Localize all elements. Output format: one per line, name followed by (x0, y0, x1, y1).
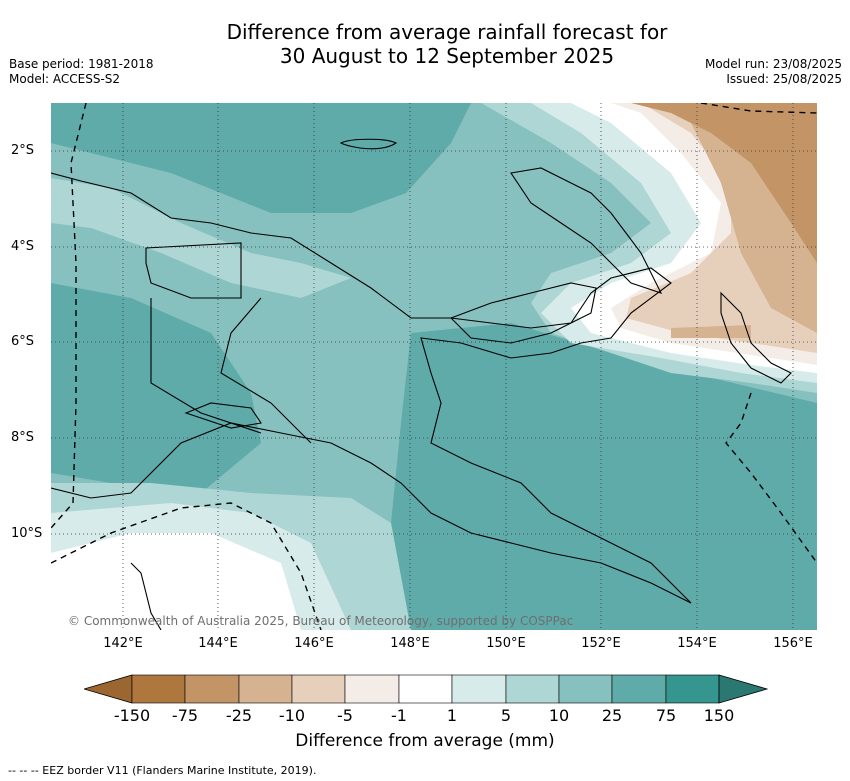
lat-tick-label: 4°S (11, 239, 35, 254)
colorbar-swatch (665, 674, 720, 704)
zone-10-25-north (51, 103, 471, 213)
lon-tick-label: 142°E (103, 636, 143, 651)
lat-tick-label: 2°S (11, 143, 35, 158)
colorbar-label: 25 (601, 706, 623, 725)
colorbar-label: 1 (446, 706, 458, 725)
colorbar-label: -5 (337, 706, 353, 725)
zone-minus25-minus75 (631, 103, 817, 263)
zone-10-25-southwest (51, 283, 261, 493)
eez-border-west (51, 103, 87, 529)
new-guinea-outline (51, 172, 692, 604)
eez-borders (51, 103, 817, 630)
eez-footnote: -- -- -- EEZ border V11 (Flanders Marine… (8, 764, 317, 777)
issued-text: Issued: 25/08/2025 (726, 72, 842, 86)
colorbar-label: -1 (391, 706, 407, 725)
map-panel (51, 103, 817, 630)
colorbar-swatch (291, 674, 346, 704)
manus-island-outline (339, 138, 398, 150)
province-border-west (150, 298, 262, 434)
meta-left: Base period: 1981-2018 Model: ACCESS-S2 (9, 57, 154, 87)
lon-tick-label: 156°E (773, 636, 813, 651)
colorbar-label: 5 (500, 706, 512, 725)
papua-province-border (145, 242, 242, 299)
model-text: Model: ACCESS-S2 (9, 72, 121, 86)
title-line-1: Difference from average rainfall forecas… (226, 20, 668, 44)
meta-right: Model run: 23/08/2025 Issued: 25/08/2025 (705, 57, 842, 87)
colorbar-swatch (398, 674, 453, 704)
lat-tick-label: 8°S (11, 430, 35, 445)
lon-tick-label: 152°E (581, 636, 621, 651)
eez-border-south (51, 502, 322, 630)
colorbar-swatch (611, 674, 667, 704)
rainfall-map (51, 103, 817, 630)
lat-tick-label: 6°S (11, 334, 35, 349)
lon-tick-label: 148°E (390, 636, 430, 651)
colorbar-label: 150 (703, 706, 735, 725)
colorbar-label: -10 (278, 706, 306, 725)
base-period-text: Base period: 1981-2018 (9, 57, 154, 71)
colorbar-label: 10 (548, 706, 570, 725)
title-line-2: 30 August to 12 September 2025 (279, 44, 615, 68)
colorbar-arrow-right (718, 674, 768, 704)
lon-tick-label: 154°E (677, 636, 717, 651)
cape-york-outline (130, 562, 162, 630)
colorbar-swatch (131, 674, 186, 704)
colorbar-swatch (505, 674, 560, 704)
copyright-text: © Commonwealth of Australia 2025, Bureau… (68, 614, 574, 628)
land-outlines (51, 138, 792, 630)
colorbar-label: -75 (171, 706, 199, 725)
lat-tick-label: 10°S (11, 526, 43, 541)
province-border-central (220, 297, 312, 444)
new-ireland-outline (510, 167, 663, 294)
lon-tick-label: 144°E (198, 636, 238, 651)
lon-tick-label: 150°E (486, 636, 526, 651)
lon-tick-label: 146°E (294, 636, 334, 651)
colorbar-arrow-left (84, 674, 133, 704)
colorbar-label: -25 (225, 706, 253, 725)
colorbar (84, 674, 768, 704)
new-britain-outline (450, 282, 597, 344)
colorbar-label: -150 (113, 706, 151, 725)
colorbar-swatch (451, 674, 507, 704)
model-run-text: Model run: 23/08/2025 (704, 57, 842, 71)
zone-neutral-south (51, 533, 301, 630)
colorbar-label: 75 (655, 706, 677, 725)
lake-murray-outline (184, 402, 262, 429)
map-title: Difference from average rainfall forecas… (0, 20, 850, 68)
colorbar-swatch (344, 674, 400, 704)
colorbar-swatch (558, 674, 613, 704)
bougainville-outline (720, 291, 792, 384)
zone-10-25-southeast (391, 323, 817, 630)
colorbar-swatch (184, 674, 240, 704)
eez-border-east (725, 392, 817, 564)
colorbar-title: Difference from average (mm) (295, 731, 555, 751)
zone-minus10-patch (671, 325, 751, 338)
eez-border-northeast (700, 103, 817, 114)
zone-5-10-northcoast (51, 178, 351, 298)
colorbar-swatch (238, 674, 293, 704)
